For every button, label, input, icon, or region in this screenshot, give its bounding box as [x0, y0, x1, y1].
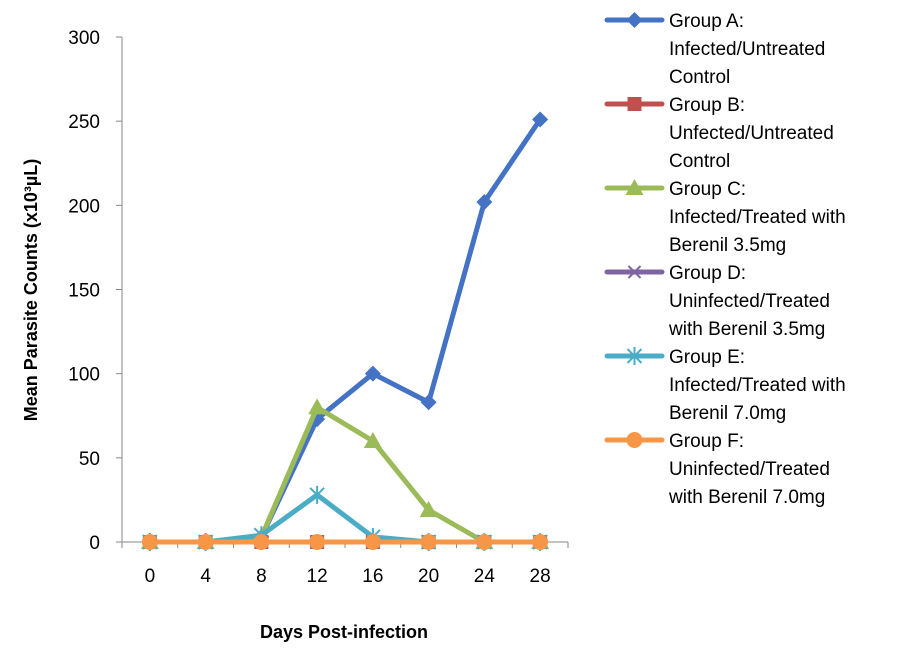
y-tick-label: 150: [68, 281, 100, 302]
series-a: [141, 111, 549, 550]
series-f: [141, 534, 549, 550]
y-tick-label: 0: [89, 533, 100, 554]
x-tick-label: 24: [474, 566, 496, 587]
legend-label: with Berenil 3.5mg: [668, 319, 825, 340]
y-axis-title: Mean Parasite Counts (x10³µL): [21, 159, 41, 421]
data-point-circle: [197, 534, 214, 550]
legend-label: Group C:: [669, 179, 746, 200]
legend-swatch-marker: [627, 97, 642, 111]
data-point-circle: [532, 534, 549, 550]
data-point-circle: [253, 534, 270, 550]
legend-label: Group F:: [669, 431, 744, 452]
legend-label: Group B:: [669, 95, 745, 116]
series-group: [140, 111, 550, 551]
legend-label: Uninfected/Treated: [669, 459, 830, 480]
data-point-circle: [309, 534, 326, 550]
legend-entry-e: Group E: Infected/Treated with Berenil 7.0…: [604, 347, 846, 424]
x-tick-label: 28: [530, 566, 551, 587]
x-tick-label: 20: [418, 566, 439, 587]
data-point-triangle: [308, 398, 327, 415]
x-tick-label: 8: [256, 566, 267, 587]
y-tick-label: 250: [68, 112, 100, 133]
series-c: [140, 398, 550, 549]
data-point-circle: [476, 534, 493, 550]
legend-swatch-marker: [626, 347, 643, 365]
x-tick-label: 16: [362, 566, 383, 587]
legend-swatch-marker: [625, 179, 644, 195]
legend-label: Group E:: [669, 347, 745, 368]
data-point-diamond: [532, 111, 549, 128]
legend-entry-d: Group D: Uninfected/Treated with Berenil 3…: [604, 263, 830, 340]
data-point-diamond: [476, 193, 493, 210]
legend-entry-c: Group C: Infected/Treated with Berenil 3.5…: [604, 179, 846, 256]
x-tick-label: 12: [307, 566, 328, 587]
y-tick-label: 200: [68, 196, 100, 217]
y-tick-label: 100: [68, 365, 100, 386]
legend-label: Berenil 3.5mg: [669, 235, 786, 256]
x-tick-label: 0: [145, 566, 156, 587]
legend-label: Group A:: [669, 11, 744, 32]
legend-label: Uninfected/Treated: [669, 291, 830, 312]
legend-label: Unfected/Untreated: [669, 123, 834, 144]
data-point-triangle: [363, 432, 382, 448]
legend-entry-f: Group F: Uninfected/Treated with Berenil 7…: [604, 431, 830, 508]
series-line: [147, 116, 543, 545]
legend-label: Control: [669, 151, 730, 172]
data-point-circle: [364, 534, 381, 550]
y-tick-label: 50: [79, 449, 100, 470]
data-point-circle: [420, 534, 437, 550]
legend-label: Infected/Treated with: [669, 375, 846, 396]
legend-swatch-marker: [626, 432, 643, 448]
legend-label: Infected/Untreated: [669, 39, 825, 60]
legend-label: Control: [669, 67, 730, 88]
x-tick-label: 4: [200, 566, 211, 587]
data-point-diamond: [364, 365, 381, 382]
legend-swatch-marker: [627, 265, 642, 279]
axes: 0 50 100 150 200 250 300 0 4 8 12 16 20 24 28: [68, 28, 569, 587]
series-line: [147, 404, 543, 545]
x-axis-title: Days Post-infection: [260, 622, 428, 642]
y-tick-label: 300: [68, 28, 100, 49]
legend-label: Berenil 7.0mg: [669, 403, 786, 424]
legend-entry-b: Group B: Unfected/Untreated Control: [604, 95, 834, 172]
data-point-triangle: [419, 501, 438, 518]
data-point-circle: [141, 534, 158, 550]
legend-label: Group D:: [669, 263, 746, 284]
legend-label: Infected/Treated with: [669, 207, 846, 228]
data-point-star: [309, 485, 325, 504]
data-point-diamond: [420, 394, 437, 411]
legend-label: with Berenil 7.0mg: [668, 487, 825, 508]
legend-swatch-marker: [626, 12, 643, 28]
legend-entry-a: Group A: Infected/Untreated Control: [604, 11, 825, 88]
